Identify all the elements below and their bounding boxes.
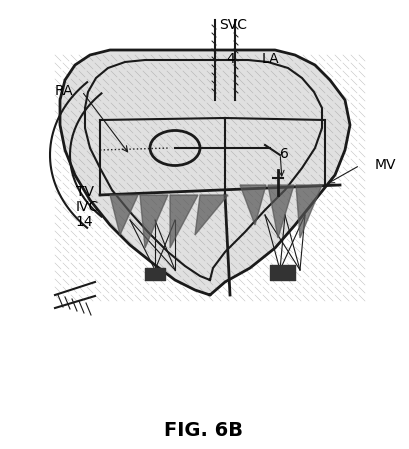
Polygon shape (268, 185, 294, 238)
Text: FIG. 6B: FIG. 6B (164, 421, 243, 440)
Text: MV: MV (374, 158, 396, 172)
Polygon shape (60, 50, 350, 295)
Text: 14: 14 (76, 216, 93, 229)
Text: SVC: SVC (219, 18, 247, 32)
Polygon shape (110, 195, 138, 235)
Polygon shape (170, 195, 198, 248)
Text: RA: RA (55, 84, 74, 98)
Text: LA: LA (262, 52, 279, 66)
Text: 6: 6 (280, 147, 289, 161)
Text: IVC: IVC (76, 200, 99, 214)
Polygon shape (195, 195, 228, 235)
Text: TV: TV (76, 185, 94, 199)
Polygon shape (296, 185, 322, 238)
Polygon shape (240, 185, 266, 225)
Text: 4: 4 (227, 52, 235, 66)
Polygon shape (140, 195, 168, 248)
